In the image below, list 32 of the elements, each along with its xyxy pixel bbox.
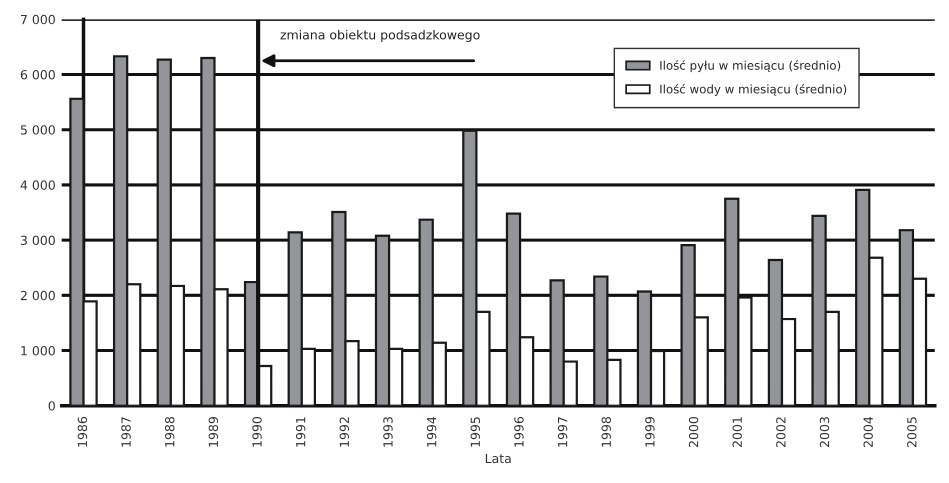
x-axis-title: Lata xyxy=(486,454,511,464)
x-tick-label: 1993 xyxy=(383,417,393,447)
x-tick-label: 1995 xyxy=(470,417,480,447)
y-tick-label: 3 000 xyxy=(20,236,55,246)
x-tick-label: 2000 xyxy=(688,416,698,448)
x-tick-label: 2003 xyxy=(820,417,830,448)
x-tick-label: 1998 xyxy=(602,416,611,447)
x-tick-label: 2001 xyxy=(732,417,742,448)
x-tick-label: 1988 xyxy=(164,416,174,447)
x-tick-label: 1989 xyxy=(208,417,218,447)
x-tick-label: 1987 xyxy=(121,417,131,447)
x-tick-label: 1990 xyxy=(252,416,262,447)
y-tick-label: 0 xyxy=(48,401,55,411)
x-tick-label: 1999 xyxy=(645,417,655,447)
y-tick-label: 1 000 xyxy=(21,346,55,356)
legend-label: Ilość wody w miesiącu (średnio) xyxy=(660,84,846,96)
annotation: zmiana obiektu podsadzkowego xyxy=(280,30,480,42)
x-tick-label: 1992 xyxy=(340,417,350,447)
x-tick-label: 1996 xyxy=(514,416,524,447)
legend-label: Ilość pyłu w miesiącu (średnio) xyxy=(660,60,840,72)
y-tick-label: 6 000 xyxy=(20,70,55,80)
y-tick-label: 2 000 xyxy=(20,290,55,300)
x-tick-label: 1994 xyxy=(426,416,436,447)
x-tick-label: 1986 xyxy=(78,416,88,447)
x-tick-label: 2004 xyxy=(863,416,873,448)
y-tick-label: 5 000 xyxy=(20,125,55,135)
x-tick-label: 1991 xyxy=(296,417,306,447)
y-tick-label: 4 000 xyxy=(20,180,55,190)
x-tick-label: 2002 xyxy=(776,417,786,448)
x-tick-label: 1997 xyxy=(558,417,568,447)
y-tick-label: 7 000 xyxy=(20,14,55,24)
x-tick-label: 2005 xyxy=(907,417,917,448)
